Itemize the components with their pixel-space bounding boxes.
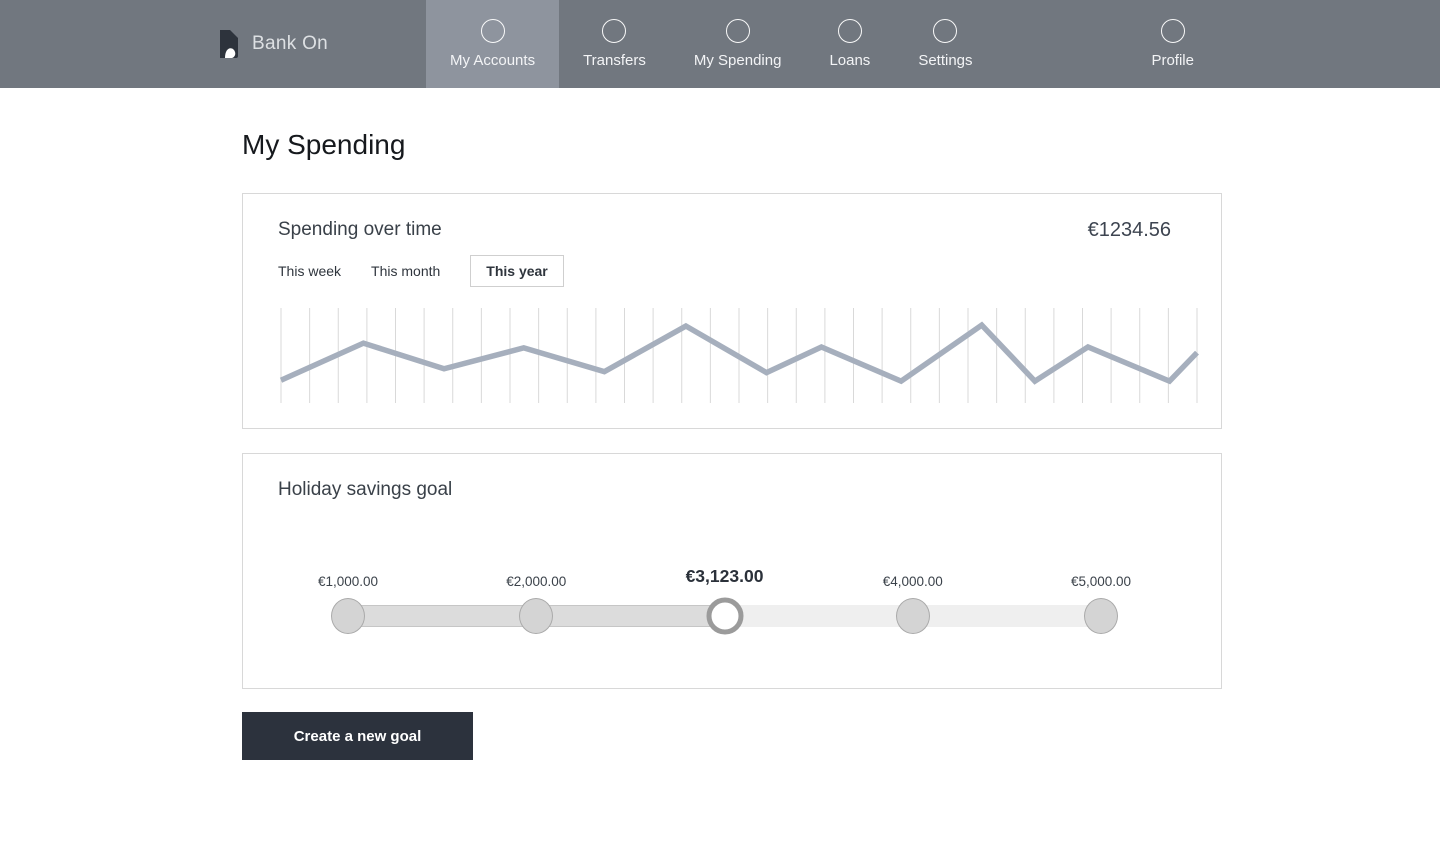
slider-tick-labels: €1,000.00 €2,000.00 €3,123.00 €4,000.00 €5,0… (318, 563, 1131, 595)
slider-tick-label: €1,000.00 (317, 574, 379, 589)
slider-current-value-label: €3,123.00 (685, 566, 764, 586)
brand: Bank On (218, 0, 328, 88)
slider-tick-dot[interactable] (519, 598, 554, 634)
profile-icon (1160, 19, 1185, 43)
slider-tick-label: €5,000.00 (1070, 574, 1132, 589)
nav-item-my-accounts[interactable]: My Accounts (426, 0, 560, 88)
spending-amount: €1234.56 (1087, 219, 1171, 241)
transfers-icon (602, 19, 627, 43)
slider-track[interactable] (331, 595, 1118, 637)
spending-line-chart (279, 308, 1199, 403)
slider-tick-dot[interactable] (331, 598, 365, 634)
bank-on-logo-icon (220, 30, 238, 58)
nav-item-loans[interactable]: Loans (805, 0, 894, 88)
spending-line-series (279, 321, 1199, 385)
spending-card-title: Spending over time (278, 219, 442, 240)
loans-icon (837, 19, 862, 43)
savings-goal-slider: €1,000.00 €2,000.00 €3,123.00 €4,000.00 €5,0… (318, 563, 1131, 637)
my-spending-icon (725, 19, 750, 43)
my-accounts-icon (480, 19, 505, 43)
nav-item-settings[interactable]: Settings (894, 0, 996, 88)
slider-tick-dot[interactable] (1084, 598, 1118, 634)
slider-tick-label: €4,000.00 (882, 574, 943, 589)
spending-line-chart-svg (279, 308, 1199, 403)
holiday-savings-goal-card: Holiday savings goal €1,000.00 €2,000.00 €… (242, 453, 1222, 689)
nav-item-profile[interactable]: Profile (1127, 0, 1218, 88)
spending-over-time-card: Spending over time €1234.56 This week Th… (242, 193, 1222, 429)
brand-name: Bank On (252, 33, 329, 54)
tab-this-month[interactable]: This month (371, 263, 441, 279)
main-content: My Spending Spending over time €1234.56 … (242, 129, 1222, 760)
settings-icon (933, 19, 958, 43)
tab-this-year[interactable]: This year (470, 255, 564, 287)
create-new-goal-button[interactable]: Create a new goal (242, 712, 473, 760)
slider-tick-label: €2,000.00 (506, 574, 567, 589)
nav-item-my-spending[interactable]: My Spending (670, 0, 806, 88)
nav-item-transfers[interactable]: Transfers (559, 0, 670, 88)
page-title: My Spending (242, 129, 406, 160)
top-nav: Bank On My Accounts Transfers My Spendin… (0, 0, 1440, 88)
slider-tick-dot[interactable] (895, 598, 930, 634)
period-tabs: This week This month This year (278, 255, 1197, 287)
slider-handle[interactable] (706, 597, 743, 635)
goal-card-title: Holiday savings goal (278, 479, 453, 500)
tab-this-week[interactable]: This week (278, 263, 342, 279)
